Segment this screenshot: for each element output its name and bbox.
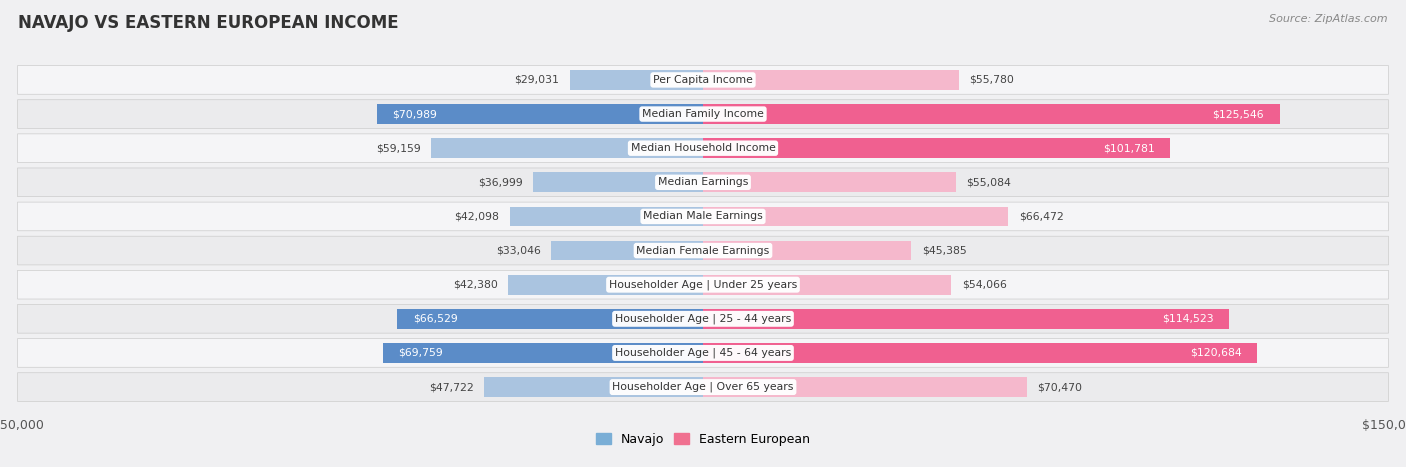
FancyBboxPatch shape xyxy=(17,304,1389,333)
Text: $101,781: $101,781 xyxy=(1104,143,1154,153)
Text: $66,529: $66,529 xyxy=(413,314,458,324)
Text: $55,780: $55,780 xyxy=(970,75,1014,85)
FancyBboxPatch shape xyxy=(17,65,1389,94)
Text: $70,989: $70,989 xyxy=(392,109,437,119)
FancyBboxPatch shape xyxy=(17,134,1389,163)
Text: Per Capita Income: Per Capita Income xyxy=(652,75,754,85)
Text: NAVAJO VS EASTERN EUROPEAN INCOME: NAVAJO VS EASTERN EUROPEAN INCOME xyxy=(18,14,399,32)
Text: Median Male Earnings: Median Male Earnings xyxy=(643,212,763,221)
Text: Median Earnings: Median Earnings xyxy=(658,177,748,187)
Text: Median Household Income: Median Household Income xyxy=(630,143,776,153)
Text: $125,546: $125,546 xyxy=(1212,109,1264,119)
FancyBboxPatch shape xyxy=(17,100,1389,128)
Text: Householder Age | Over 65 years: Householder Age | Over 65 years xyxy=(612,382,794,392)
Bar xyxy=(382,343,703,363)
FancyBboxPatch shape xyxy=(17,373,1389,402)
Bar xyxy=(703,275,952,295)
Text: $114,523: $114,523 xyxy=(1161,314,1213,324)
Bar xyxy=(703,70,959,90)
FancyBboxPatch shape xyxy=(17,202,1389,231)
Text: $29,031: $29,031 xyxy=(515,75,560,85)
Bar xyxy=(703,104,1279,124)
Text: $36,999: $36,999 xyxy=(478,177,523,187)
Text: Source: ZipAtlas.com: Source: ZipAtlas.com xyxy=(1270,14,1388,24)
Legend: Navajo, Eastern European: Navajo, Eastern European xyxy=(591,428,815,451)
Text: $59,159: $59,159 xyxy=(377,143,420,153)
Text: Householder Age | 25 - 44 years: Householder Age | 25 - 44 years xyxy=(614,313,792,324)
FancyBboxPatch shape xyxy=(17,270,1389,299)
Bar xyxy=(509,275,703,295)
Text: $69,759: $69,759 xyxy=(398,348,443,358)
Text: $42,380: $42,380 xyxy=(453,280,498,290)
Text: Median Female Earnings: Median Female Earnings xyxy=(637,246,769,255)
Bar xyxy=(703,377,1026,397)
Text: $33,046: $33,046 xyxy=(496,246,541,255)
Bar xyxy=(551,241,703,261)
Text: $70,470: $70,470 xyxy=(1038,382,1083,392)
Text: $47,722: $47,722 xyxy=(429,382,474,392)
Text: $42,098: $42,098 xyxy=(454,212,499,221)
Bar xyxy=(703,138,1170,158)
Bar xyxy=(569,70,703,90)
FancyBboxPatch shape xyxy=(17,236,1389,265)
Bar xyxy=(703,343,1257,363)
Bar xyxy=(533,172,703,192)
Text: Householder Age | 45 - 64 years: Householder Age | 45 - 64 years xyxy=(614,348,792,358)
Text: Median Family Income: Median Family Income xyxy=(643,109,763,119)
Bar xyxy=(398,309,703,329)
Text: $120,684: $120,684 xyxy=(1189,348,1241,358)
FancyBboxPatch shape xyxy=(17,339,1389,367)
Text: $55,084: $55,084 xyxy=(966,177,1011,187)
Text: $66,472: $66,472 xyxy=(1018,212,1063,221)
Bar xyxy=(703,309,1229,329)
Bar xyxy=(484,377,703,397)
Text: $54,066: $54,066 xyxy=(962,280,1007,290)
Bar xyxy=(703,206,1008,226)
Text: Householder Age | Under 25 years: Householder Age | Under 25 years xyxy=(609,279,797,290)
Bar xyxy=(377,104,703,124)
Bar xyxy=(432,138,703,158)
Bar xyxy=(703,241,911,261)
Text: $45,385: $45,385 xyxy=(922,246,966,255)
FancyBboxPatch shape xyxy=(17,168,1389,197)
Bar xyxy=(509,206,703,226)
Bar xyxy=(703,172,956,192)
